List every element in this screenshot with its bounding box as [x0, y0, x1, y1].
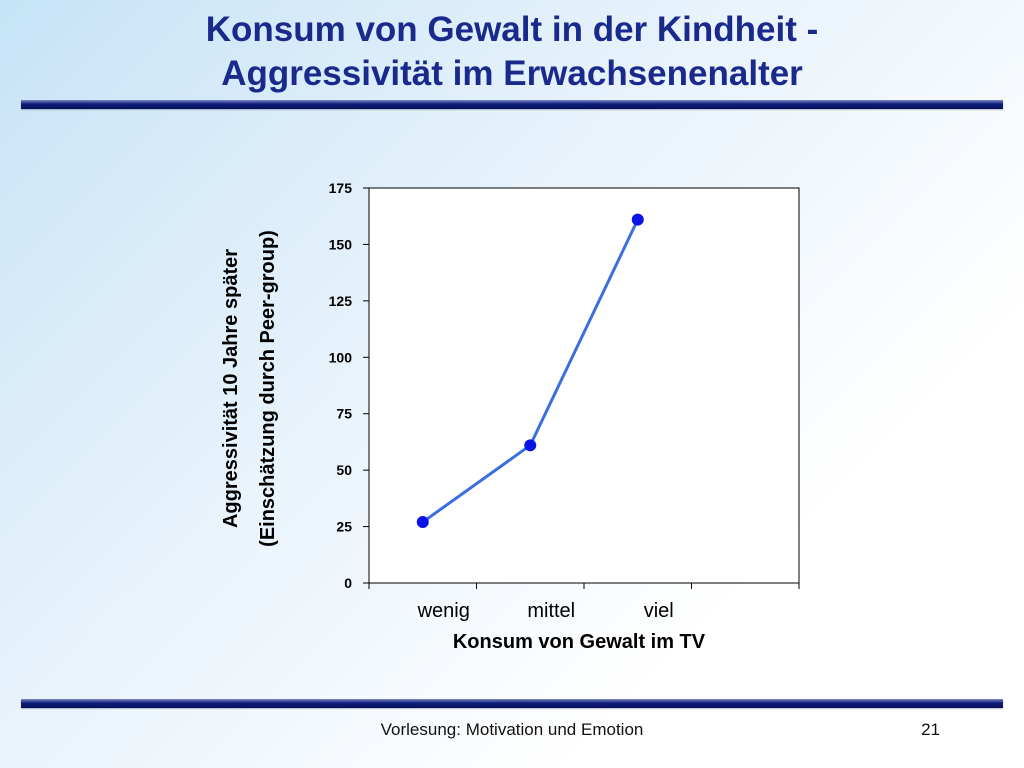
x-category-label: wenig	[417, 600, 470, 622]
y-tick-label: 50	[336, 462, 352, 478]
y-tick-label: 150	[329, 236, 353, 252]
footer-lecture-title: Vorlesung: Motivation und Emotion	[380, 720, 644, 739]
plot-area	[368, 187, 800, 584]
x-category-label: mittel	[527, 600, 575, 622]
y-tick-label: 0	[344, 575, 352, 591]
slide-title-line-2: Aggressivität im Erwachsenenalter	[221, 54, 803, 93]
data-point-marker	[524, 439, 537, 452]
y-tick-label: 175	[329, 180, 353, 196]
page-number: 21	[921, 720, 940, 739]
y-axis-title-line-1: Aggressivität 10 Jahre später	[220, 249, 242, 528]
slide-title: Konsum von Gewalt in der Kindheit - Aggr…	[0, 8, 1024, 96]
x-axis-title: Konsum von Gewalt im TV	[453, 631, 706, 653]
slide-title-line-1: Konsum von Gewalt in der Kindheit -	[205, 10, 819, 49]
data-point-marker	[416, 516, 429, 529]
x-category-label: viel	[644, 600, 674, 622]
data-point-marker	[631, 213, 644, 226]
bottom-divider-bar	[21, 699, 1003, 708]
y-tick-label: 25	[336, 519, 352, 535]
y-axis-title-line-2: (Einschätzung durch Peer-group)	[257, 230, 279, 547]
y-tick-label: 125	[329, 293, 353, 309]
y-tick-label: 75	[336, 406, 352, 422]
y-tick-label: 100	[329, 349, 353, 365]
top-divider-bar	[21, 100, 1003, 109]
